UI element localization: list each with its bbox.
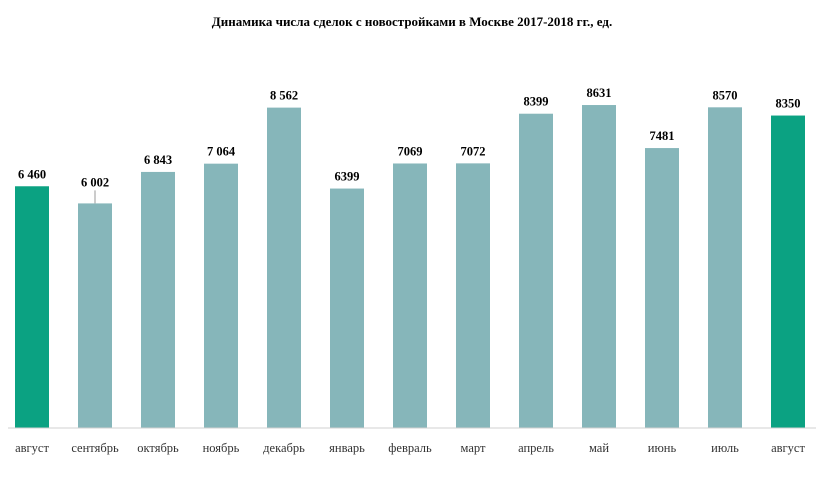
data-labels-group: 6 460 6 002 6 843 7 064 8 562 6399 7069 7072 839… <box>18 86 801 189</box>
data-label-8: 8399 <box>524 95 549 109</box>
category-label-4: декабрь <box>263 441 305 455</box>
data-label-4: 8 562 <box>270 89 298 103</box>
data-label-0: 6 460 <box>18 167 46 181</box>
bar-10 <box>645 148 679 428</box>
bar-11 <box>708 107 742 428</box>
bar-8 <box>519 113 553 429</box>
data-label-5: 6399 <box>335 170 360 184</box>
data-label-10: 7481 <box>650 129 675 143</box>
bar-6 <box>393 163 427 428</box>
category-label-3: ноябрь <box>203 441 240 455</box>
data-label-3: 7 064 <box>207 145 236 159</box>
category-labels-group: август сентябрь октябрь ноябрь декабрь январь… <box>15 441 805 455</box>
data-label-11: 8570 <box>713 88 738 102</box>
bar-1 <box>78 203 112 428</box>
bar-12 <box>771 115 805 428</box>
data-label-7: 7072 <box>461 144 486 158</box>
bar-4 <box>267 107 301 429</box>
category-label-11: июль <box>711 441 739 455</box>
bars-group <box>15 105 805 429</box>
bar-2 <box>141 171 175 428</box>
category-label-10: июнь <box>648 441 677 455</box>
data-label-6: 7069 <box>398 144 423 158</box>
bar-5 <box>330 188 364 428</box>
bar-7 <box>456 163 490 428</box>
bar-0 <box>15 186 49 428</box>
category-label-8: апрель <box>518 441 554 455</box>
category-label-6: февраль <box>388 441 432 455</box>
category-label-7: март <box>461 441 486 455</box>
data-label-1: 6 002 <box>81 175 109 189</box>
chart-title: Динамика числа сделок с новостройками в … <box>212 14 612 29</box>
data-label-12: 8350 <box>776 97 801 111</box>
category-label-12: август <box>771 441 805 455</box>
category-label-1: сентябрь <box>71 441 119 455</box>
category-label-9: май <box>589 441 609 455</box>
data-label-9: 8631 <box>587 86 612 100</box>
data-label-2: 6 843 <box>144 153 172 167</box>
bar-3 <box>204 163 238 429</box>
category-label-0: август <box>15 441 49 455</box>
category-label-2: октябрь <box>137 441 179 455</box>
bar-9 <box>582 105 616 428</box>
category-label-5: январь <box>329 441 365 455</box>
